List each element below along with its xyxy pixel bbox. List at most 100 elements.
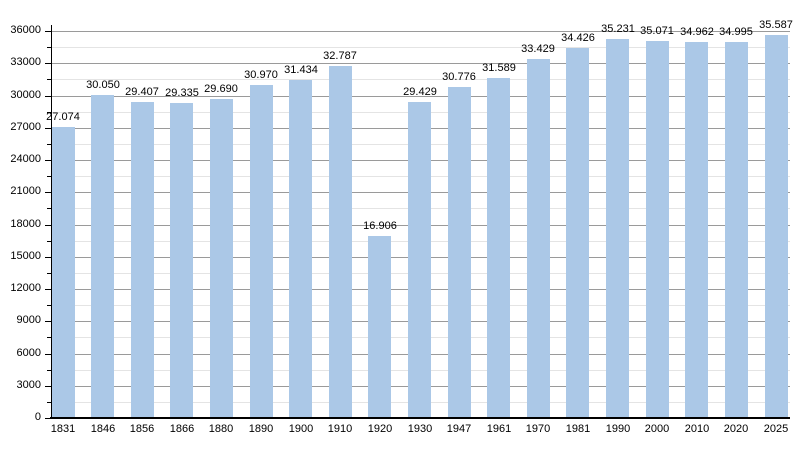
y-axis-tick	[47, 273, 51, 274]
bar-value-label: 30.970	[244, 69, 278, 81]
bar	[606, 39, 629, 418]
bar	[448, 87, 471, 418]
bar	[289, 80, 312, 418]
y-tick-label: 21000	[10, 185, 41, 197]
gridline-minor	[51, 47, 790, 48]
x-tick-label: 1947	[446, 423, 472, 435]
y-axis-tick	[47, 241, 51, 242]
y-tick-label: 3000	[16, 379, 41, 391]
y-axis-tick	[45, 63, 51, 64]
bar	[765, 35, 788, 418]
bar	[408, 102, 431, 418]
y-axis-tick	[45, 225, 51, 226]
bar-value-label: 30.050	[86, 79, 120, 91]
y-axis-tick	[47, 337, 51, 338]
bar	[131, 102, 154, 418]
bar-value-label: 29.690	[204, 83, 238, 95]
x-tick-label: 2000	[644, 423, 670, 435]
y-axis-tick	[47, 370, 51, 371]
y-axis-tick	[45, 418, 51, 419]
y-tick-label: 24000	[10, 153, 41, 165]
y-axis-tick	[47, 402, 51, 403]
y-axis-tick	[45, 321, 51, 322]
y-axis-tick	[47, 47, 51, 48]
x-tick-label: 2020	[723, 423, 749, 435]
y-axis-tick	[45, 96, 51, 97]
x-tick-label: 2025	[763, 423, 789, 435]
gridline-minor	[51, 79, 790, 80]
bar-value-label: 29.429	[403, 86, 437, 98]
bar	[487, 78, 510, 418]
y-axis-tick	[45, 160, 51, 161]
gridline-major	[51, 31, 790, 32]
bar	[52, 127, 75, 418]
y-tick-label: 18000	[10, 218, 41, 230]
x-tick-label: 1930	[407, 423, 433, 435]
y-axis-tick	[47, 208, 51, 209]
bar	[210, 99, 233, 418]
y-axis-tick	[45, 128, 51, 129]
x-tick-label: 1961	[486, 423, 512, 435]
bar	[170, 103, 193, 418]
y-tick-label: 30000	[10, 89, 41, 101]
y-axis-tick	[47, 79, 51, 80]
x-tick-label: 2010	[684, 423, 710, 435]
bar	[527, 59, 550, 418]
bar-value-label: 29.407	[125, 86, 159, 98]
x-tick-label: 1880	[208, 423, 234, 435]
x-tick-label: 1981	[565, 423, 591, 435]
x-tick-label: 1920	[367, 423, 393, 435]
bar	[725, 42, 748, 418]
y-tick-label: 33000	[10, 56, 41, 68]
y-axis	[51, 25, 52, 418]
y-tick-label: 27000	[10, 121, 41, 133]
x-tick-label: 1900	[288, 423, 314, 435]
x-tick-label: 1866	[169, 423, 195, 435]
bar-value-label: 32.787	[323, 50, 357, 62]
y-tick-label: 36000	[10, 24, 41, 36]
bar	[566, 48, 589, 418]
gridline-major	[51, 63, 790, 64]
bar-value-label: 35.587	[759, 19, 793, 31]
x-tick-label: 1856	[129, 423, 155, 435]
y-axis-tick	[47, 144, 51, 145]
y-tick-label: 6000	[16, 347, 41, 359]
y-axis-tick	[45, 192, 51, 193]
x-tick-label: 1990	[605, 423, 631, 435]
bar-value-label: 33.429	[521, 43, 555, 55]
bar-value-label: 29.335	[165, 87, 199, 99]
bar-value-label: 31.434	[284, 64, 318, 76]
bar-value-label: 30.776	[442, 71, 476, 83]
bar-value-label: 35.231	[601, 23, 635, 35]
x-tick-label: 1890	[248, 423, 274, 435]
y-tick-label: 9000	[16, 314, 41, 326]
x-tick-label: 1846	[90, 423, 116, 435]
bar-value-label: 16.906	[363, 220, 397, 232]
gridline-major	[51, 96, 790, 97]
x-tick-label: 1970	[525, 423, 551, 435]
bar	[250, 85, 273, 418]
y-axis-tick	[47, 112, 51, 113]
y-tick-label: 12000	[10, 282, 41, 294]
bar-value-label: 34.995	[719, 26, 753, 38]
bar-value-label: 27.074	[46, 111, 80, 123]
bar	[91, 95, 114, 418]
y-axis-tick	[47, 305, 51, 306]
y-axis-tick	[45, 31, 51, 32]
y-axis-tick	[45, 386, 51, 387]
y-axis-tick	[45, 354, 51, 355]
bar	[368, 236, 391, 418]
x-axis	[50, 417, 790, 419]
bar	[685, 42, 708, 418]
y-axis-tick	[45, 257, 51, 258]
y-axis-tick	[45, 289, 51, 290]
bar	[646, 41, 669, 418]
bar-value-label: 31.589	[482, 62, 516, 74]
bar	[329, 66, 352, 418]
y-axis-tick	[47, 176, 51, 177]
bar-value-label: 34.426	[561, 32, 595, 44]
bar-value-label: 34.962	[680, 26, 714, 38]
bar-value-label: 35.071	[640, 25, 674, 37]
